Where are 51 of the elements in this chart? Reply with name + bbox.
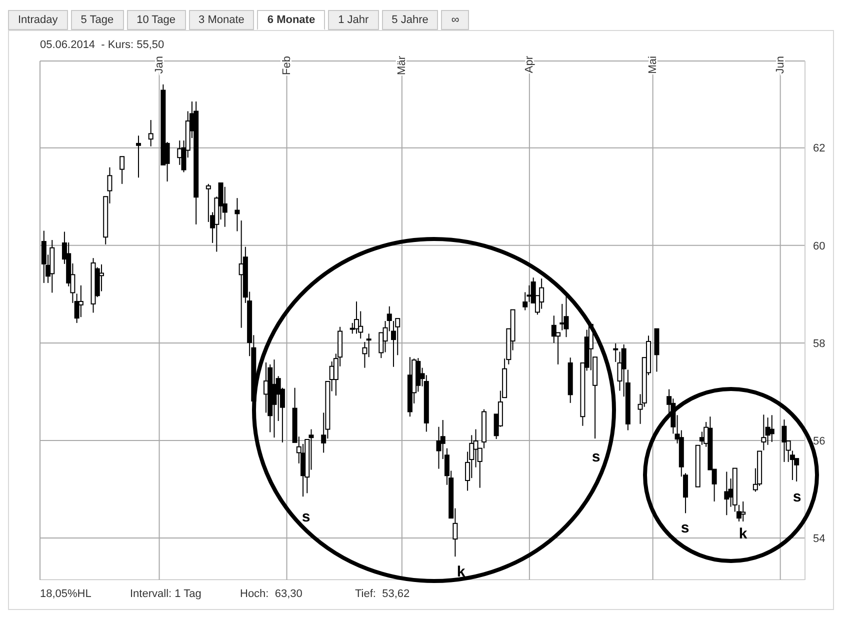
candlestick <box>148 120 154 147</box>
x-tick-label: Jun <box>774 56 786 74</box>
text: Tief: 53,62 <box>355 588 410 600</box>
y-tick-label: 60 <box>813 240 826 252</box>
text: 5 Tage <box>70 10 124 30</box>
x-tick-label: Apr <box>523 56 536 74</box>
text: Intraday <box>8 10 68 30</box>
text: 1 Jahr <box>328 10 379 30</box>
text: 05.06.2014 - Kurs: 55,50 <box>40 39 164 51</box>
candlestick <box>782 419 787 462</box>
candlestick <box>551 315 556 344</box>
candlestick <box>272 359 277 438</box>
candlestick <box>539 278 544 310</box>
candlestick <box>354 300 359 334</box>
x-tick-label: Feb <box>280 56 293 75</box>
x-tick-label: Mai <box>646 56 659 74</box>
x-tick-label: Jan <box>153 56 166 74</box>
annotation: s <box>680 520 690 536</box>
annotation: k <box>738 526 748 542</box>
text: Hoch: 63,30 <box>240 588 302 600</box>
text: ∞ <box>441 10 470 30</box>
y-tick-label: 62 <box>813 142 826 155</box>
annotation: s <box>302 508 310 526</box>
candlestick <box>222 186 228 228</box>
candlestick <box>366 333 372 358</box>
text: 18,05%HL <box>40 588 92 600</box>
candlestick <box>761 414 766 451</box>
candlestick <box>136 135 142 178</box>
annotation: s <box>592 448 600 466</box>
text: 3 Monate <box>188 10 254 30</box>
candlestick <box>740 500 746 522</box>
x-tick-label: Mär <box>396 56 408 75</box>
candlestick <box>416 358 421 392</box>
text: Intervall: 1 Tag <box>130 588 202 600</box>
text: 5 Jahre <box>382 10 438 30</box>
candlestick <box>234 198 240 232</box>
y-tick-label: 58 <box>813 338 826 350</box>
candlestick <box>41 230 46 284</box>
text: 10 Tage <box>126 10 186 30</box>
candlestick <box>564 295 569 338</box>
annotation: k <box>456 564 466 580</box>
annotation: s <box>792 488 802 506</box>
y-tick-label: 54 <box>813 532 826 545</box>
y-tick-label: 56 <box>813 435 826 448</box>
candlestick <box>769 414 774 442</box>
candlestick <box>613 342 618 362</box>
text: 6 Monate <box>257 10 326 30</box>
candlestick <box>120 156 125 184</box>
candlestick <box>98 264 104 292</box>
candlestick <box>724 471 730 516</box>
candlestick <box>78 284 84 318</box>
